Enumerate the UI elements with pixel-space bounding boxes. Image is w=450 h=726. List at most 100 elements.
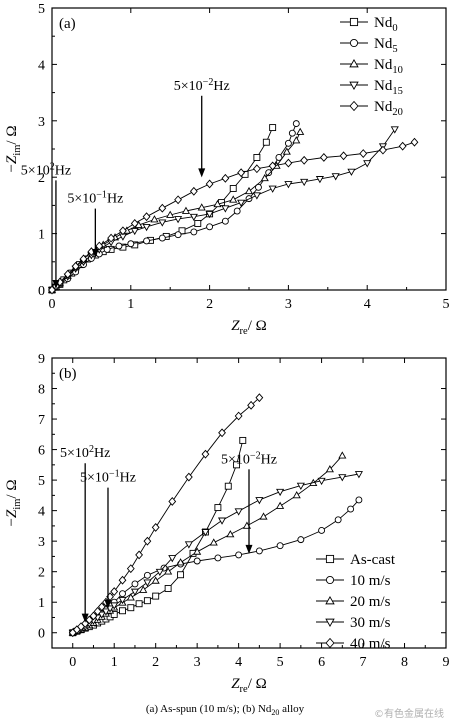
legend: As-cast 10 m/s 20 m/s 30 m/s 40 m/s	[316, 552, 396, 652]
legend-label: 40 m/s	[350, 636, 391, 652]
data-point	[126, 564, 135, 574]
data-point	[268, 161, 277, 171]
data-point	[234, 411, 243, 421]
frequency-annotation: 5×10−2Hz	[174, 77, 230, 94]
data-point	[126, 593, 135, 601]
data-point	[152, 592, 160, 600]
data-point	[197, 203, 206, 211]
legend-label: Nd0	[374, 15, 398, 34]
data-point	[143, 571, 151, 579]
series-line	[72, 440, 244, 634]
data-point	[164, 585, 172, 592]
x-tick-label: 1	[127, 297, 134, 312]
data-point	[174, 216, 183, 224]
series-line	[51, 131, 301, 291]
panel-a: 0 1 2 3 4 5 0 1 2 3 4 5 Zre/ Ω −Zim/ Ω (a) 5×10−2Hz 5×10…	[4, 2, 450, 337]
y-tick-label: 4	[38, 505, 45, 520]
series-1	[48, 120, 300, 294]
data-point	[48, 285, 56, 295]
data-point	[110, 602, 119, 610]
panel-label: (b)	[59, 366, 77, 382]
data-point	[151, 522, 160, 532]
data-point	[118, 575, 127, 585]
data-point	[127, 240, 135, 248]
data-point	[347, 505, 355, 513]
legend-marker	[349, 17, 359, 27]
y-tick-label: 9	[38, 352, 45, 367]
x-tick-label: 3	[285, 297, 292, 312]
data-point	[181, 206, 191, 214]
y-tick-label: 5	[38, 2, 45, 17]
data-point	[284, 139, 292, 147]
data-point	[176, 558, 185, 566]
panel-label: (a)	[59, 16, 76, 32]
frequency-annotation: 5×10−1Hz	[67, 190, 123, 207]
data-point	[296, 482, 305, 490]
data-point	[338, 474, 347, 482]
data-point	[239, 436, 247, 444]
series-4	[68, 393, 264, 638]
data-point	[297, 536, 305, 544]
frequency-annotation: 5×102Hz	[21, 161, 71, 178]
data-point	[168, 497, 177, 506]
data-point	[410, 137, 419, 147]
y-tick-label: 2	[38, 171, 45, 186]
data-point	[237, 199, 246, 207]
data-point	[158, 234, 166, 242]
data-point	[130, 227, 139, 236]
data-point	[115, 242, 123, 250]
data-point	[119, 607, 126, 615]
data-point	[213, 199, 222, 208]
data-point	[119, 590, 126, 598]
data-point	[234, 508, 243, 516]
data-point	[276, 501, 285, 509]
data-point	[255, 183, 262, 191]
x-tick-label: 6	[318, 655, 325, 670]
data-point	[319, 153, 328, 162]
y-tick-label: 6	[38, 444, 45, 459]
data-point	[89, 611, 98, 621]
data-point	[155, 568, 164, 577]
data-point	[130, 219, 139, 228]
data-point	[143, 237, 151, 245]
data-point	[135, 550, 143, 560]
data-point	[359, 149, 368, 158]
x-tick-label: 2	[206, 297, 213, 312]
x-tick-label: 4	[364, 297, 371, 312]
data-point	[318, 527, 326, 534]
legend-label: Nd5	[374, 36, 398, 55]
y-tick-label: 2	[38, 566, 45, 581]
data-point	[233, 461, 241, 469]
data-point	[255, 547, 263, 555]
data-point	[339, 151, 348, 161]
y-tick-label: 0	[38, 284, 45, 299]
data-point	[174, 231, 182, 239]
y-tick-label: 5	[38, 474, 45, 489]
data-point	[184, 541, 193, 549]
data-point	[218, 428, 226, 438]
series-0	[69, 436, 247, 637]
x-tick-label: 2	[152, 655, 159, 670]
data-point	[95, 241, 104, 251]
data-point	[119, 226, 127, 236]
data-point	[150, 215, 159, 223]
data-point	[269, 124, 277, 132]
data-point	[193, 547, 202, 555]
x-tick-label: 5	[277, 655, 284, 670]
data-point	[282, 147, 291, 155]
data-point	[259, 512, 268, 520]
data-point	[201, 529, 210, 537]
data-point	[296, 127, 305, 135]
data-point	[315, 176, 324, 184]
data-point	[206, 223, 214, 231]
data-point	[189, 186, 198, 196]
x-tick-label: 9	[443, 655, 450, 670]
data-point	[143, 536, 152, 546]
data-point	[292, 136, 301, 144]
data-point	[292, 491, 301, 499]
data-point	[205, 179, 214, 189]
data-point	[300, 178, 309, 187]
data-point	[174, 195, 182, 205]
data-point	[229, 185, 237, 192]
